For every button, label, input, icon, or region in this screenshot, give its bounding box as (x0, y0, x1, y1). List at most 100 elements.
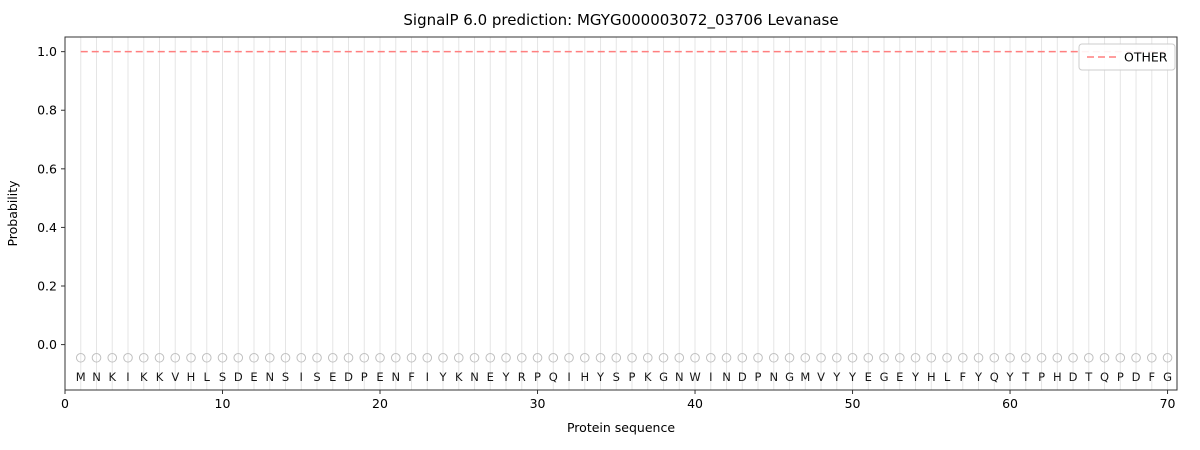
residue-marker (359, 352, 370, 363)
sequence-letter: H (927, 370, 936, 384)
grid-layer (80, 37, 1169, 390)
residue-marker (847, 352, 858, 363)
sequence-letter: M (800, 370, 810, 384)
residue-marker (138, 352, 149, 363)
residue-marker (705, 352, 716, 363)
x-tick-label: 0 (61, 396, 69, 411)
x-tick-label: 70 (1160, 396, 1176, 411)
residue-marker (469, 352, 480, 363)
sequence-letter: M (76, 370, 86, 384)
sequence-letter: D (344, 370, 353, 384)
residue-marker (863, 352, 874, 363)
residue-marker (879, 352, 889, 363)
sequence-letter: H (187, 370, 196, 384)
sequence-letter: N (675, 370, 684, 384)
x-tick-label: 40 (687, 396, 703, 411)
legend-box (1078, 43, 1176, 71)
sequence-letter: P (629, 370, 636, 384)
residue-marker (690, 352, 700, 363)
residue-marker (831, 352, 842, 363)
residue-marker (186, 352, 196, 363)
sequence-letter: D (234, 370, 243, 384)
residue-marker (564, 352, 574, 363)
residue-marker (658, 352, 669, 363)
sequence-letter: G (659, 370, 668, 384)
sequence-letter: H (580, 370, 589, 384)
residue-marker (296, 352, 307, 363)
sequence-letter: N (722, 370, 731, 384)
residue-marker (942, 352, 952, 363)
residue-marker (1131, 352, 1141, 363)
residue-marker (501, 352, 511, 363)
sequence-letter: E (896, 370, 903, 384)
residue-marker (1083, 352, 1094, 363)
y-tick-label: 1.0 (37, 44, 57, 59)
y-tick-label: 0.6 (37, 161, 57, 176)
residue-marker (312, 352, 322, 363)
sequence-letter: Y (502, 370, 511, 384)
sequence-letter: R (518, 370, 526, 384)
residue-marker (753, 352, 763, 363)
residue-marker (532, 352, 543, 363)
residue-marker (123, 352, 133, 363)
legend-label-other: OTHER (1124, 50, 1168, 65)
residue-marker (438, 352, 448, 363)
sequence-letter: K (140, 370, 148, 384)
residue-marker (1162, 352, 1173, 363)
sequence-letter: P (534, 370, 541, 384)
residue-marker (642, 352, 653, 363)
y-tick-label: 0.2 (37, 279, 57, 294)
sequence-letter: D (1069, 370, 1078, 384)
sequence-letter: P (1117, 370, 1124, 384)
residue-marker (910, 352, 921, 363)
x-tick-label: 20 (372, 396, 388, 411)
residue-marker (1052, 352, 1063, 363)
sequence-letter: N (769, 370, 778, 384)
residue-marker (548, 352, 559, 363)
residue-marker (91, 352, 102, 363)
residue-marker (453, 352, 464, 363)
sequence-letter: E (250, 370, 257, 384)
sequence-letter: E (487, 370, 494, 384)
axes-layer: 0 10 20 30 40 50 60 70 0.0 0.2 0.4 0.6 0.8 1.0 (37, 44, 1175, 411)
sequence-letter: S (313, 370, 320, 384)
residue-marker (75, 352, 86, 363)
sequence-letter: F (1148, 370, 1155, 384)
sequence-letter: T (1084, 370, 1093, 384)
sequence-letter: K (644, 370, 652, 384)
residue-marker (957, 352, 968, 363)
legend: OTHER (1078, 43, 1176, 71)
y-tick-label: 0.4 (37, 220, 57, 235)
residue-marker (233, 352, 244, 363)
sequence-letter: N (391, 370, 400, 384)
residue-marker (894, 352, 905, 363)
x-tick-label: 60 (1002, 396, 1018, 411)
residue-marker (154, 352, 165, 363)
sequence-letter: G (1163, 370, 1172, 384)
residue-marker (721, 352, 732, 363)
sequence-letter: P (1038, 370, 1045, 384)
residue-marker (816, 352, 826, 363)
residue-marker (1036, 352, 1047, 363)
sequence-letter: P (755, 370, 762, 384)
sequence-letter: E (865, 370, 872, 384)
sequence-letter: I (567, 370, 570, 384)
sequence-letter: N (470, 370, 479, 384)
y-tick-label: 0.8 (37, 103, 57, 118)
sequence-letter: Y (832, 370, 841, 384)
residue-marker (1068, 352, 1078, 363)
residue-marker (674, 352, 685, 363)
sequence-letter: K (455, 370, 463, 384)
residue-marker (1005, 352, 1015, 363)
residue-marker (375, 352, 385, 363)
x-tick-label: 50 (845, 396, 861, 411)
sequence-letter: Y (848, 370, 857, 384)
sequence-letter: G (880, 370, 889, 384)
x-axis-label: Protein sequence (567, 420, 675, 435)
sequence-letter: I (709, 370, 712, 384)
residue-marker (485, 352, 496, 363)
sequence-letter: Y (911, 370, 920, 384)
